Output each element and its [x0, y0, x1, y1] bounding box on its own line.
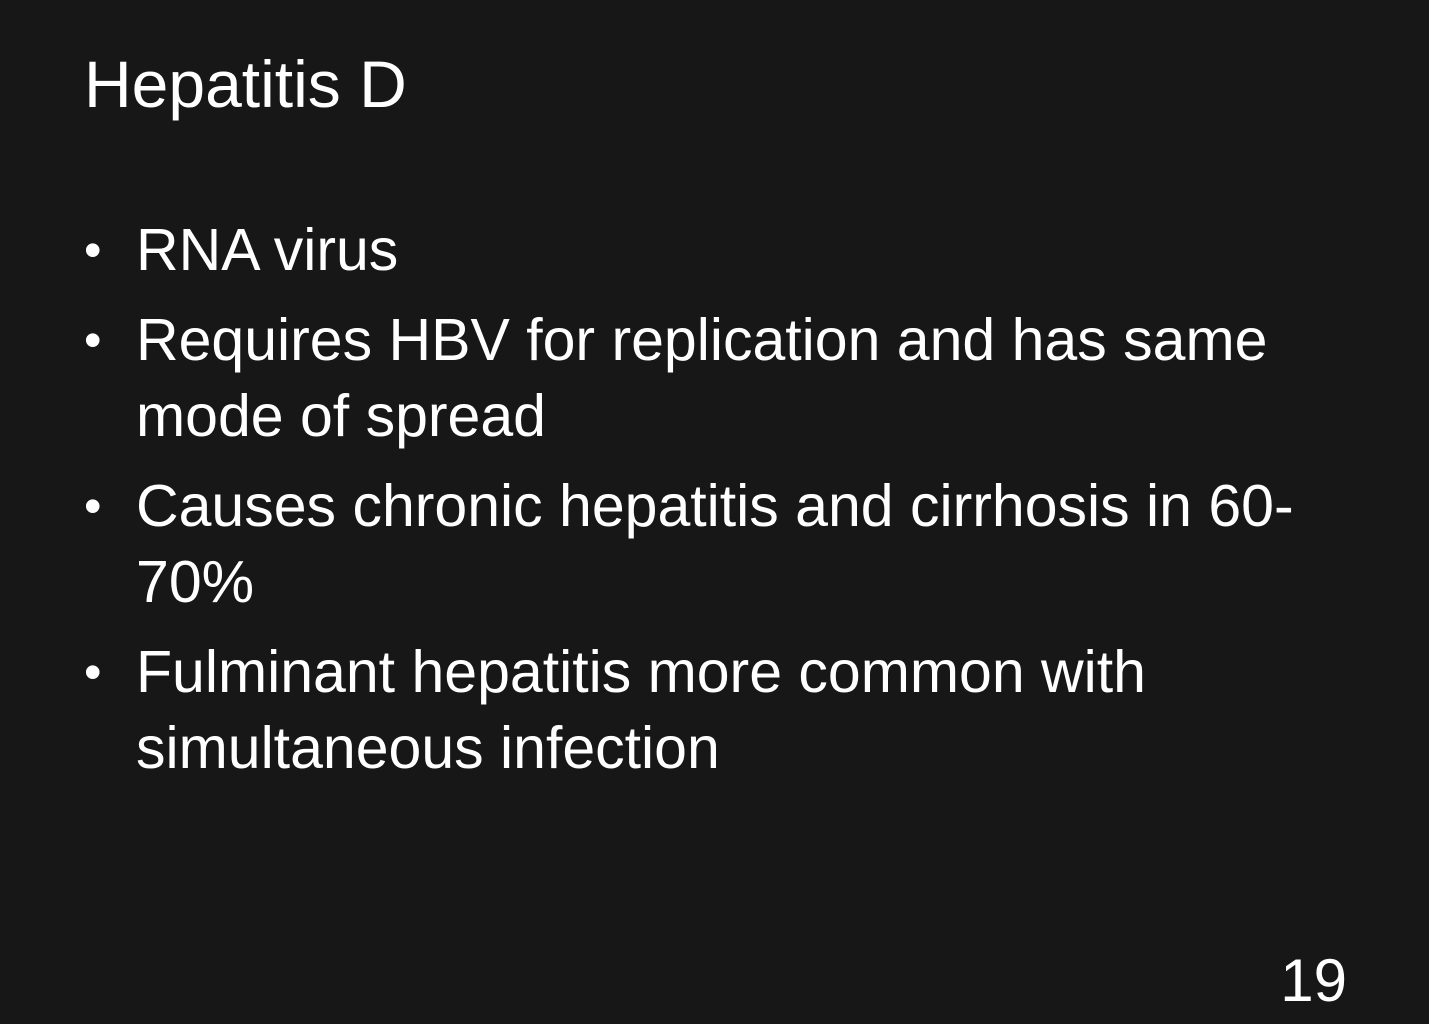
slide-title: Hepatitis D: [84, 47, 407, 121]
bullet-text: Causes chronic hepatitis and cirrhosis i…: [136, 473, 1294, 615]
bullet-item-fulminant-hepatitis: • Fulminant hepatitis more common with s…: [84, 634, 1314, 786]
bullet-marker: •: [84, 478, 102, 534]
bullet-marker: •: [84, 222, 102, 278]
bullet-text: Requires HBV for replication and has sam…: [136, 307, 1268, 449]
bullet-marker: •: [84, 312, 102, 368]
bullet-item-requires-hbv: • Requires HBV for replication and has s…: [84, 302, 1314, 454]
bullet-text: RNA virus: [136, 217, 399, 283]
bullet-marker: •: [84, 644, 102, 700]
bullet-item-chronic-hepatitis: • Causes chronic hepatitis and cirrhosis…: [84, 468, 1314, 620]
bullet-list: • RNA virus • Requires HBV for replicati…: [84, 212, 1314, 800]
slide-number: 19: [1280, 947, 1347, 1014]
bullet-item-rna-virus: • RNA virus: [84, 212, 1314, 288]
bullet-text: Fulminant hepatitis more common with sim…: [136, 639, 1146, 781]
